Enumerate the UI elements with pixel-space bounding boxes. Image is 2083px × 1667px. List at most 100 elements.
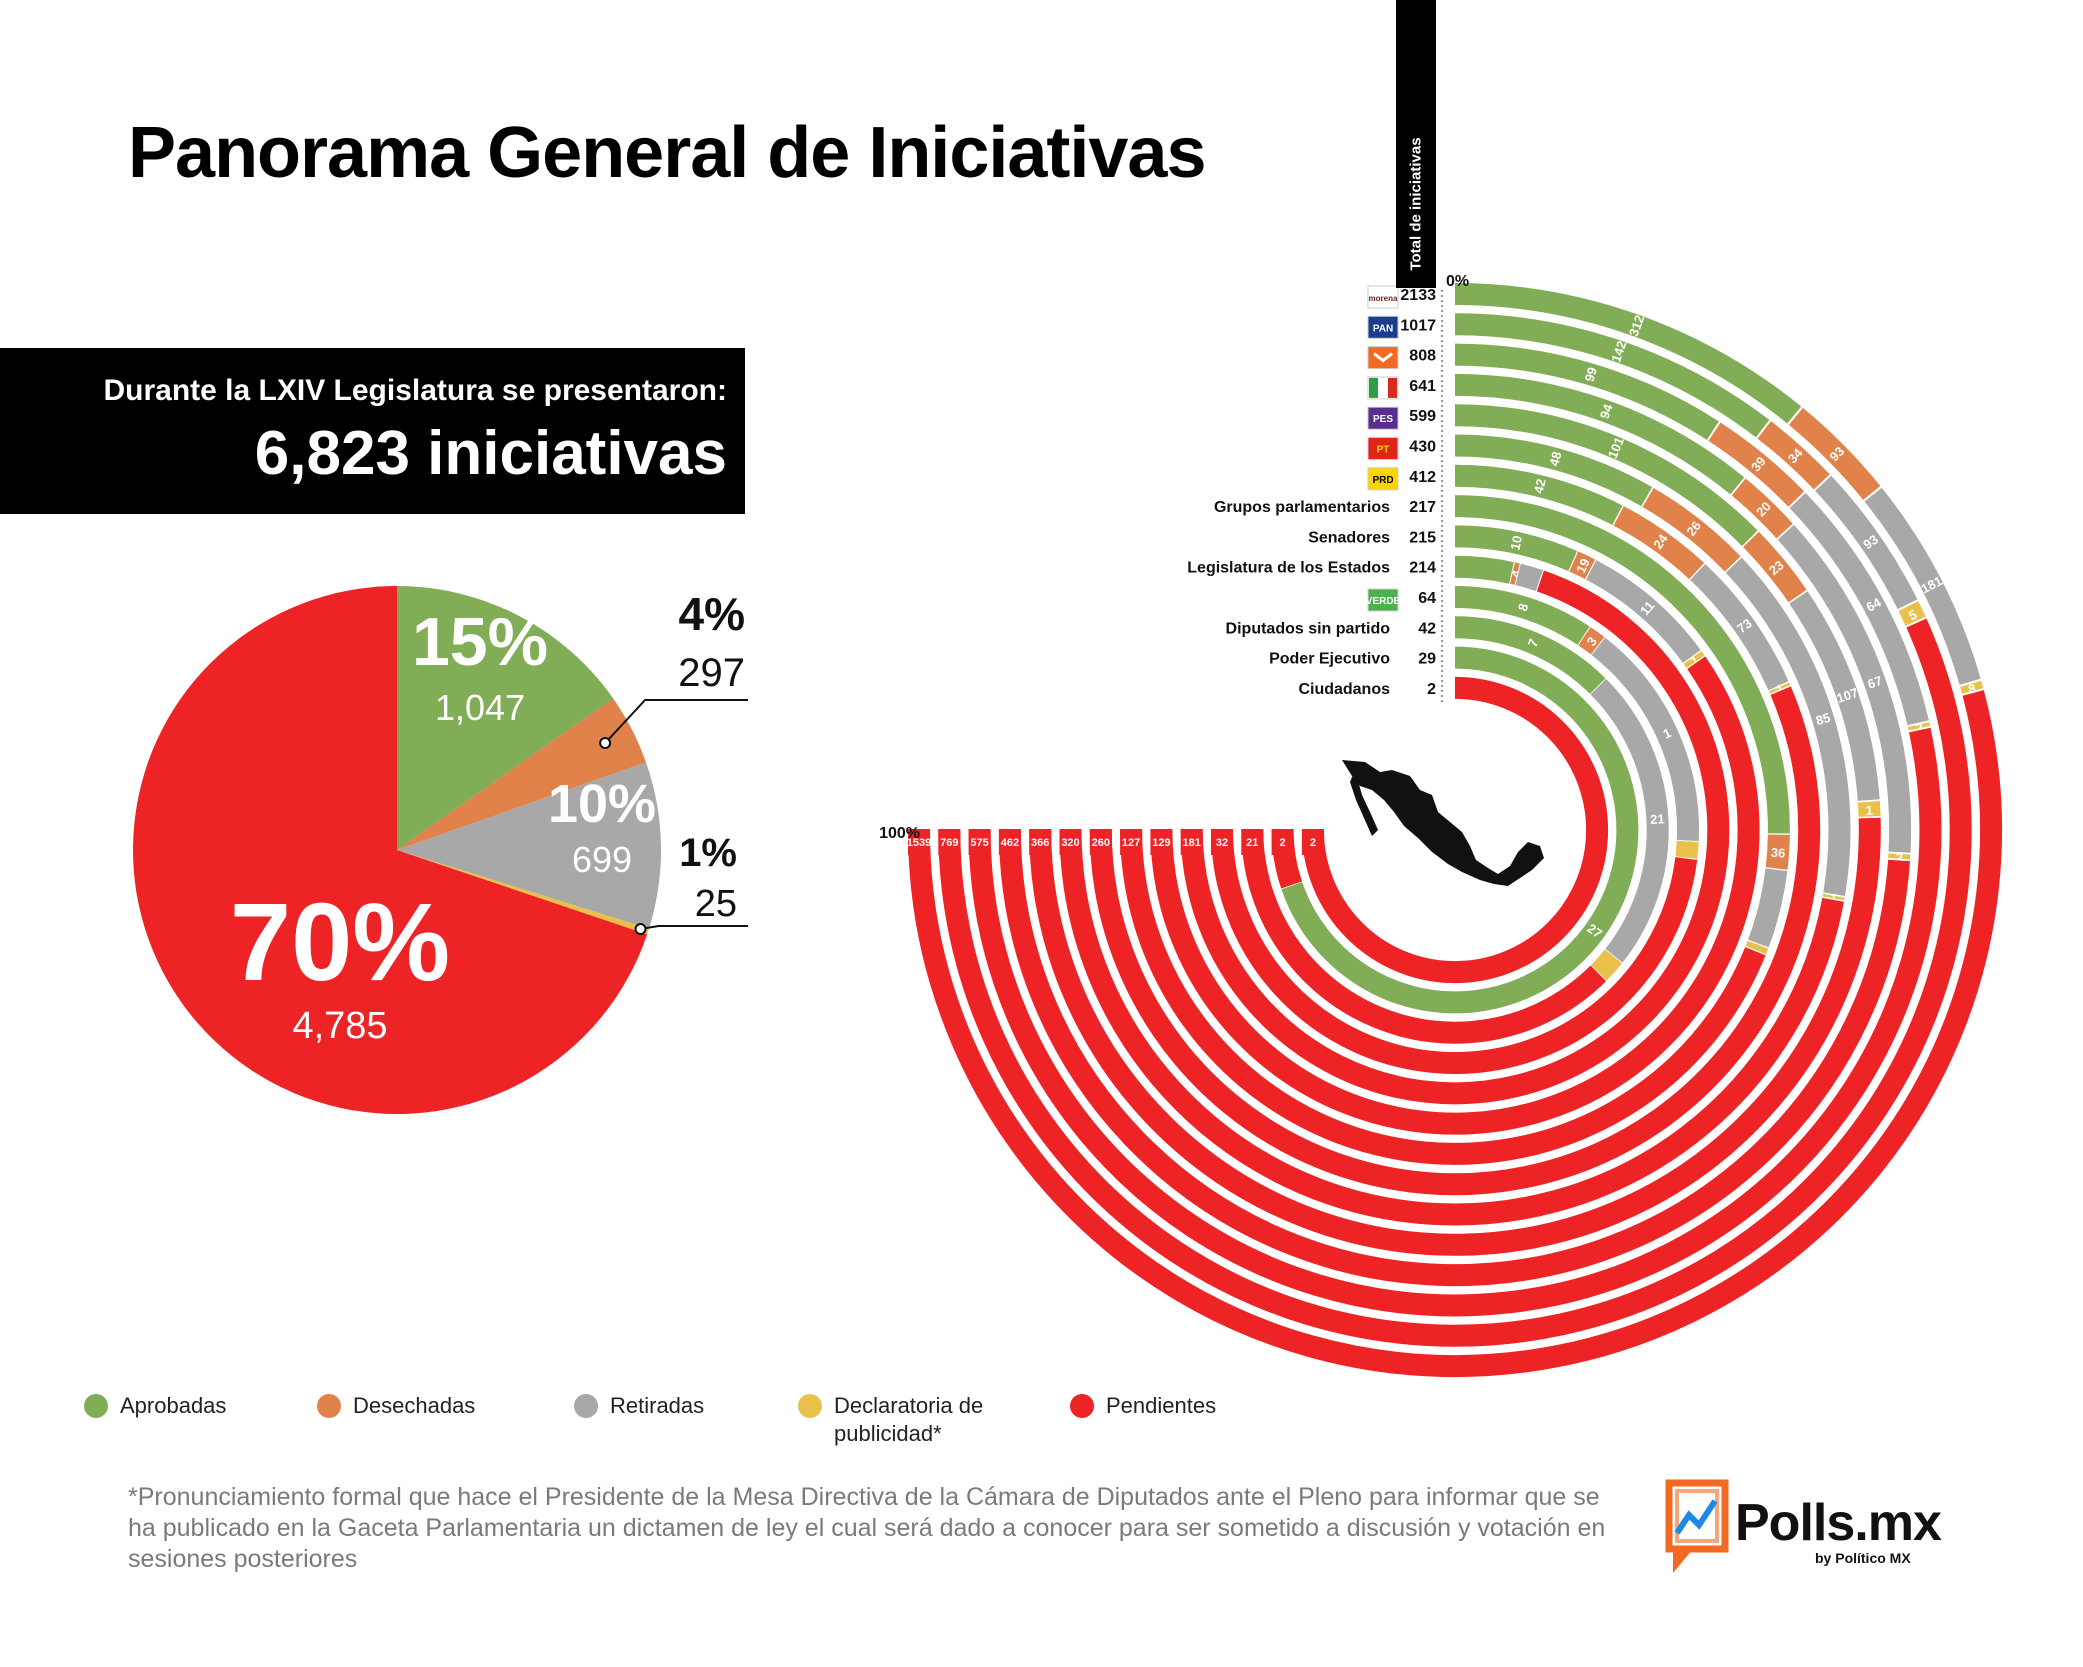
ring-total: 214	[1409, 560, 1436, 577]
pan-logo-icon: PAN	[1367, 315, 1399, 339]
ring-end-value: 366	[1031, 837, 1049, 849]
ring-end-cap	[1059, 829, 1082, 855]
banner-subtitle: Durante la LXIV Legislatura se presentar…	[103, 374, 727, 407]
ring-segment-aprobadas	[1454, 373, 1745, 495]
ring-end-value: 320	[1061, 837, 1079, 849]
ring-segment-retiradas	[1725, 557, 1851, 897]
footnote: *Pronunciamiento formal que hace el Pres…	[128, 1483, 1606, 1573]
ring-segment-label: 10	[1507, 534, 1525, 551]
ring-segment-label: 8	[1967, 681, 1978, 697]
ring-segment-label: 8	[1515, 602, 1531, 613]
ring-segment-retiradas	[1864, 487, 1981, 685]
ring-segment-aprobadas	[1454, 495, 1790, 834]
ring-segment-retiradas	[1690, 564, 1789, 691]
pie-label-percent: 15%	[412, 604, 548, 680]
ring-segment-aprobadas	[1454, 525, 1578, 572]
pie-label-percent: 1%	[679, 831, 737, 875]
pie-label-value: 25	[695, 883, 737, 925]
ring-row-label: Grupos parlamentarios	[1214, 499, 1390, 516]
ring-segment-pendientes	[1029, 817, 1881, 1256]
total-axis-tab: Total de iniciativas	[1396, 0, 1436, 288]
pes-logo-icon: PES	[1367, 406, 1399, 430]
pie-label-value: 1,047	[435, 687, 525, 728]
ring-end-cap	[938, 829, 961, 855]
verde-logo-icon: VERDE	[1366, 588, 1401, 612]
ring-segment-label: 19	[1573, 556, 1593, 576]
callout-line	[640, 925, 748, 931]
legend-dot-declaratoria	[798, 1394, 822, 1418]
ring-total: 430	[1409, 439, 1436, 456]
ring-total: 599	[1409, 408, 1436, 425]
ring-row-label: Poder Ejecutivo	[1269, 651, 1390, 668]
pt-logo-icon: PT	[1367, 437, 1399, 460]
ring-row-label: Ciudadanos	[1298, 681, 1390, 698]
ring-segment-desechadas	[1613, 506, 1705, 580]
ring-end-value: 181	[1183, 837, 1201, 849]
ring-segment-pendientes	[1301, 676, 1609, 984]
ring-total: 2	[1427, 681, 1436, 698]
ring-segment-retiradas	[1591, 637, 1699, 841]
ring-total: 29	[1418, 651, 1436, 668]
ring-end-value: 769	[940, 837, 958, 849]
ring-segment-retiradas	[1789, 591, 1880, 801]
ring-segment-desechadas	[1788, 407, 1881, 500]
ring-segment-label: 1	[1829, 890, 1839, 906]
party-logo-text: morena	[1369, 294, 1398, 303]
ring-segment-label: 94	[1597, 401, 1616, 420]
ring-end-value: 129	[1152, 837, 1170, 849]
ring-end-cap	[968, 829, 991, 855]
ring-segment-declaratoria	[1745, 940, 1769, 955]
pie-label-value: 297	[678, 651, 745, 695]
ring-segment-label: 142	[1608, 339, 1629, 364]
legend-item-declaratoria: Declaratoria de publicidad*	[798, 1392, 1004, 1448]
ring-end-value: 260	[1092, 837, 1110, 849]
axis-end-label: 100%	[879, 825, 920, 842]
ring-segment-pendientes	[1180, 570, 1730, 1105]
ring-segment-desechadas	[1757, 421, 1830, 490]
ring-segment-label: 73	[1734, 616, 1754, 637]
party-logo-text: PRD	[1372, 475, 1393, 486]
legend-dot-retiradas	[574, 1394, 598, 1418]
ring-segment-label: 99	[1582, 365, 1600, 383]
ring-segment-declaratoria	[1683, 650, 1705, 669]
ring-segment-retiradas	[1777, 524, 1912, 853]
ring-segment-retiradas	[1515, 563, 1543, 592]
ring-total: 64	[1418, 590, 1436, 607]
pie-slice-aprobadas	[397, 586, 614, 850]
pie-slice-desechadas	[397, 698, 647, 850]
total-banner: Durante la LXIV Legislatura se presentar…	[0, 348, 745, 514]
ring-total: 641	[1409, 378, 1436, 395]
ring-end-value: 21	[1246, 837, 1258, 849]
ring-segment-retiradas	[1590, 678, 1669, 963]
ring-row-label: Legislatura de los Estados	[1187, 560, 1390, 577]
ring-total: 1017	[1400, 317, 1436, 334]
pollsmx-logo-icon	[1665, 1479, 1729, 1573]
ring-segment-retiradas	[1815, 475, 1918, 610]
ring-segment-label: 21	[1650, 811, 1665, 827]
pie-label-value: 699	[572, 839, 632, 880]
ring-segment-declaratoria	[1907, 722, 1931, 731]
pie-label-value: 4,785	[292, 1005, 387, 1047]
pie-chart: 15% 1,047 10% 699 70%4,785 4% 297 1% 25	[133, 586, 748, 1114]
pie-slice-pendientes	[133, 586, 648, 1114]
ring-segment-label: 1	[1865, 803, 1873, 818]
ring-end-cap	[1089, 829, 1112, 855]
ring-segment-label: 67	[1866, 673, 1885, 692]
legend-item-aprobadas: Aprobadas	[84, 1392, 226, 1420]
morena-logo-icon: morena	[1367, 285, 1399, 309]
ring-segment-label: 85	[1814, 710, 1832, 729]
ring-segment-desechadas	[1569, 551, 1596, 580]
ring-segment-label: 312	[1626, 313, 1647, 338]
party-logo-text: PAN	[1373, 323, 1393, 334]
ring-segment-declaratoria	[1675, 840, 1699, 859]
party-logo-text: PES	[1373, 414, 1393, 425]
ring-segment-declaratoria	[1591, 949, 1623, 981]
pie-slice-retiradas	[397, 762, 662, 929]
legend-item-pendientes: Pendientes	[1070, 1392, 1216, 1420]
ring-end-cap	[1120, 829, 1143, 855]
ring-segment-pendientes	[908, 690, 2002, 1378]
callout-line	[604, 699, 748, 744]
legend-label: Pendientes	[1106, 1393, 1217, 1418]
ring-segment-retiradas	[1748, 868, 1788, 948]
legend-label: Aprobadas	[120, 1393, 227, 1418]
